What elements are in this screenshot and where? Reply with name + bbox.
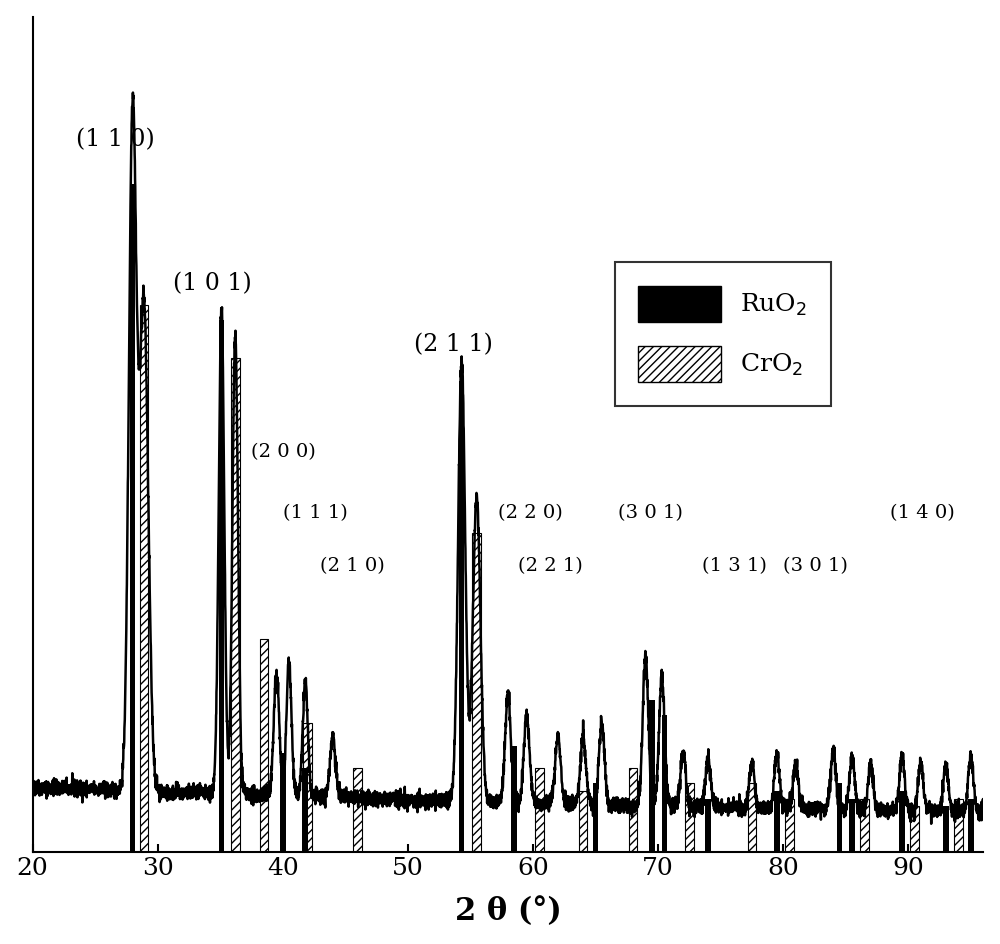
Bar bbox=[968, 799, 974, 851]
Bar bbox=[849, 799, 855, 851]
Bar bbox=[593, 784, 598, 851]
Bar bbox=[954, 799, 963, 851]
Legend: RuO$_2$, CrO$_2$: RuO$_2$, CrO$_2$ bbox=[615, 262, 831, 406]
Bar bbox=[302, 768, 308, 851]
Bar bbox=[685, 784, 694, 851]
Text: (2 0 0): (2 0 0) bbox=[251, 443, 316, 461]
Bar bbox=[260, 639, 268, 851]
Bar bbox=[860, 799, 869, 851]
Bar bbox=[511, 746, 517, 851]
Text: (1 0 1): (1 0 1) bbox=[173, 272, 251, 295]
Bar bbox=[535, 768, 544, 851]
Bar bbox=[231, 359, 240, 851]
Bar bbox=[353, 768, 362, 851]
Text: (3 0 1): (3 0 1) bbox=[618, 504, 683, 522]
Bar bbox=[649, 700, 655, 851]
Text: (2 2 0): (2 2 0) bbox=[498, 504, 563, 522]
Bar bbox=[837, 784, 842, 851]
Bar bbox=[899, 791, 905, 851]
Bar bbox=[774, 791, 780, 851]
Text: (2 2 1): (2 2 1) bbox=[518, 557, 583, 575]
Bar bbox=[472, 533, 481, 851]
Bar bbox=[303, 723, 312, 851]
Bar bbox=[140, 305, 148, 851]
Bar bbox=[219, 320, 224, 851]
Bar bbox=[748, 784, 756, 851]
Text: (1 1 1): (1 1 1) bbox=[283, 504, 348, 522]
Text: (2 1 1): (2 1 1) bbox=[414, 332, 493, 356]
Bar bbox=[130, 184, 135, 851]
Text: (1 1 0): (1 1 0) bbox=[76, 127, 155, 151]
Bar bbox=[629, 768, 637, 851]
X-axis label: 2 θ (°): 2 θ (°) bbox=[455, 897, 561, 927]
Bar bbox=[910, 806, 919, 851]
Text: (1 3 1): (1 3 1) bbox=[702, 557, 767, 575]
Bar bbox=[705, 799, 711, 851]
Bar bbox=[785, 799, 794, 851]
Bar bbox=[459, 381, 464, 851]
Text: (2 1 0): (2 1 0) bbox=[320, 557, 385, 575]
Text: (3 0 1): (3 0 1) bbox=[783, 557, 848, 575]
Bar bbox=[579, 791, 587, 851]
Bar bbox=[280, 753, 286, 851]
Bar bbox=[662, 716, 667, 851]
Text: (1 4 0): (1 4 0) bbox=[890, 504, 954, 522]
Bar bbox=[943, 806, 949, 851]
